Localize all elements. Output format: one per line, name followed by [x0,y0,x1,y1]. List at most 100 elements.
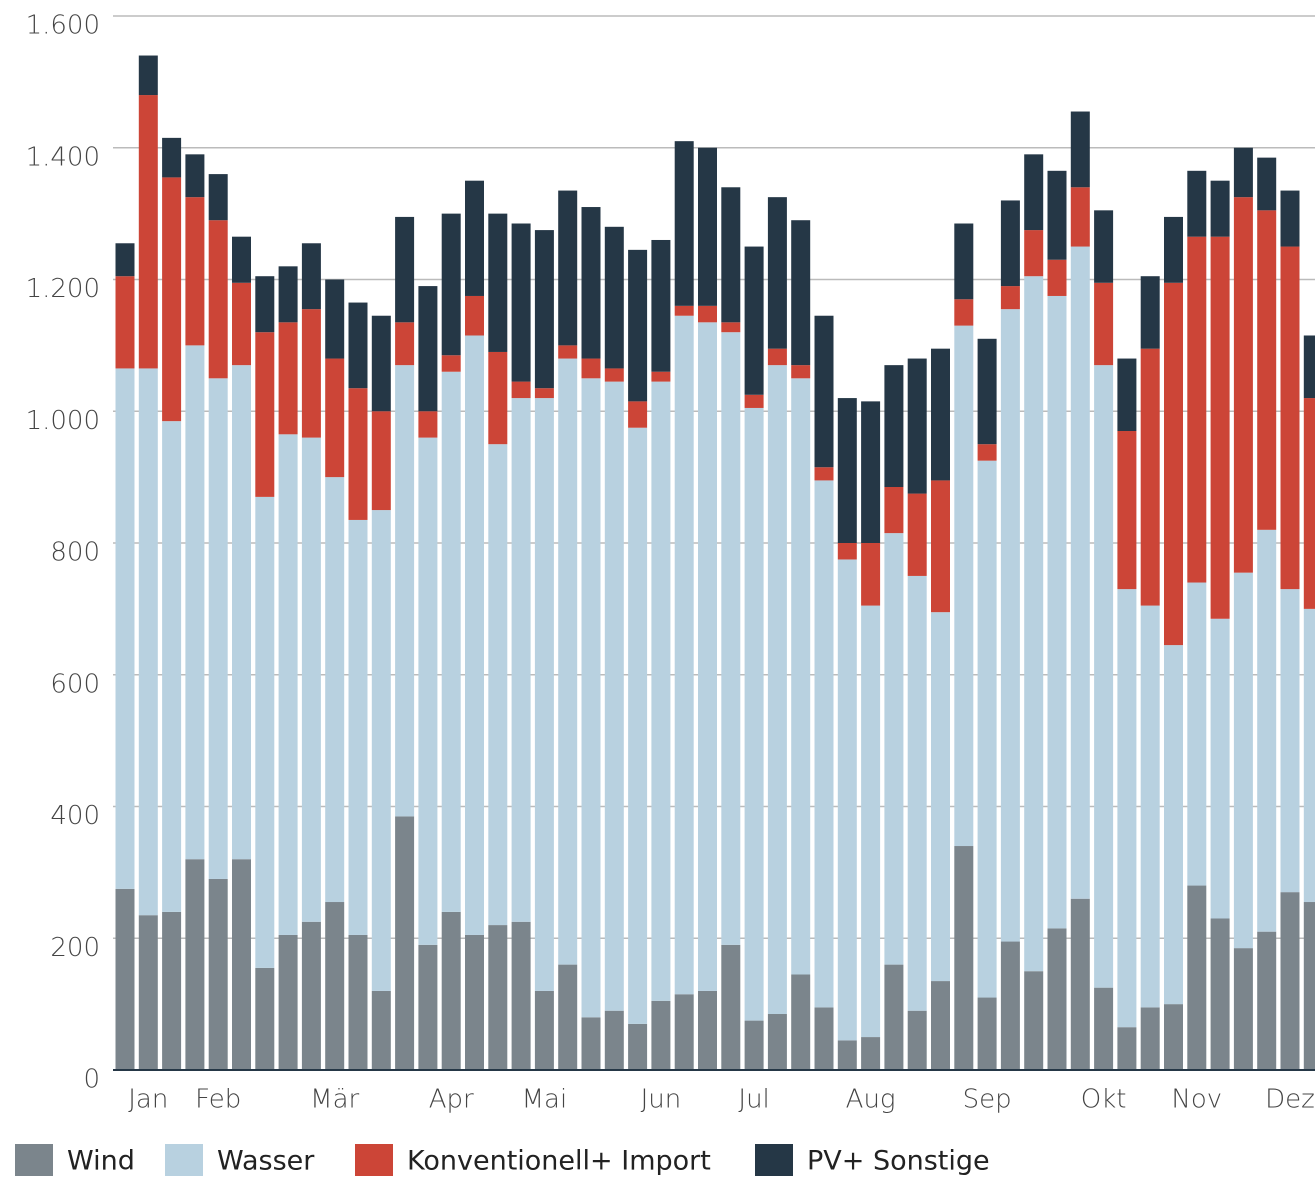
bar-segment [884,365,904,488]
y-tick-label: 0 [83,1065,100,1095]
bar-segment [278,934,298,1070]
bar-segment [1024,230,1044,277]
bar-segment [465,180,484,296]
x-tick-label: Dez [1265,1085,1315,1115]
bar-segment [744,1020,764,1070]
x-tick-label: Feb [195,1085,241,1115]
x-tick-label: Nov [1171,1085,1222,1115]
bar-segment [301,243,321,310]
bar-segment [138,95,158,369]
bar-segment [162,911,182,1070]
bar-segment [488,351,508,445]
bar-segment [1047,259,1067,296]
bar-segment [1280,892,1300,1070]
bar-segment [977,444,997,461]
bar-segment [1303,398,1315,609]
bar-segment [1000,200,1020,287]
bar-segment [1257,210,1277,530]
bar-segment [558,964,578,1070]
bar-segment [1070,111,1090,188]
bar-segment [1140,348,1160,606]
bar-segment [115,368,135,889]
bar-segment [138,368,158,916]
bar-segment [534,398,554,991]
x-tick-label: Aug [846,1085,896,1115]
bar-segment [558,358,578,965]
bar-segment [1000,309,1020,942]
bar-segment [1047,295,1067,929]
bar-segment [651,1000,671,1070]
bar-segment [1140,276,1160,349]
bar-segment [1024,971,1044,1070]
bar-segment [558,345,578,359]
legend-label: Wasser [217,1146,315,1177]
bar-segment [511,381,531,399]
x-tick-label: Jan [128,1085,168,1115]
bar-segment [348,934,368,1070]
bar-segment [1164,282,1183,646]
y-tick-label: 600 [50,669,100,699]
bar-segment [1257,157,1277,211]
bar-segment [1070,187,1090,247]
bar-segment [1117,431,1137,590]
bar-segment [1117,1027,1137,1070]
bar-segment [1280,589,1300,893]
bar-segment [232,859,251,1070]
bar-segment [325,358,345,478]
bar-segment [325,902,345,1070]
bar-segment [395,322,415,366]
bar-segment [1257,931,1277,1070]
bar-segment [814,315,834,468]
bar-segment [115,276,135,369]
bar-segment [534,388,554,399]
bar-segment [674,315,694,995]
y-tick-label: 800 [50,538,100,568]
bar-segment [861,401,881,543]
bar-segment [185,197,205,346]
bar-segment [721,322,741,333]
bar-segment [301,309,321,438]
bar-segment [395,365,415,817]
bar-segment [721,944,741,1070]
bar-segment [162,177,182,422]
bar-segment [884,487,904,534]
bar-segment [465,295,484,336]
bar-segment [1047,170,1067,260]
bar-segment [581,378,601,1018]
bar-segment [255,276,275,333]
y-tick-label: 1.400 [26,142,100,172]
bar-segment [1280,246,1300,590]
bar-segment [348,302,368,389]
bar-segment [837,398,857,543]
bar-segment [581,358,601,379]
bar-segment [674,141,694,306]
bar-segment [1303,608,1315,903]
bar-segment [1024,154,1044,231]
bar-segment [255,496,275,968]
bar-segment [488,925,508,1070]
bar-segment [465,335,484,935]
bar-segment [441,355,461,372]
legend-label: Konventionell+ Import [407,1146,711,1177]
bar-segment [674,305,694,316]
bar-segment [837,543,857,560]
bar-segment [698,147,717,306]
bar-segment [628,401,648,428]
bar-segment [418,411,438,438]
bar-segment [301,437,321,922]
bar-segment [931,612,950,982]
bar-segment [1303,335,1315,399]
bar-segment [1117,358,1137,432]
bar-segment [698,305,717,323]
bar-segment [628,249,648,402]
bar-segment [1094,365,1114,988]
bar-segment [837,559,857,1041]
bar-segment [1280,190,1300,247]
bar-segment [791,220,811,366]
bar-segment [418,437,438,945]
bar-segment [1094,210,1114,283]
x-tick-label: Mär [310,1085,359,1115]
bar-segment [534,990,554,1070]
bar-segment [604,368,624,382]
bar-segment [907,358,927,494]
